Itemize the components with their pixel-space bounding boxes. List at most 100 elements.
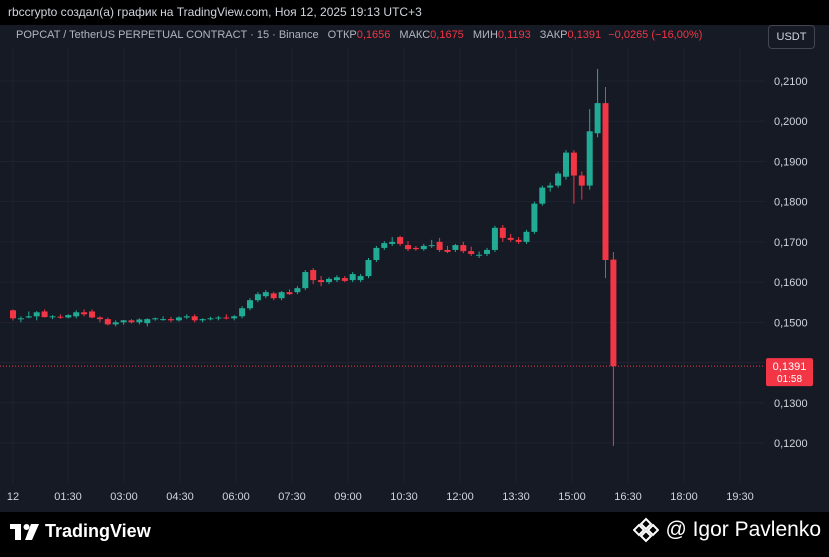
candle [112,320,119,327]
candle [160,316,167,321]
candle-body [81,312,88,315]
candle [547,182,554,192]
candle-body [381,243,388,248]
tradingview-logo[interactable]: TradingView [10,521,151,542]
candle-body [73,312,80,317]
candle-body [333,277,340,281]
candle [231,315,238,321]
candle [515,237,522,244]
price-tick-label: 0,2000 [774,116,808,128]
time-tick-label: 13:30 [502,491,530,503]
open-value: 0,1656 [356,29,391,41]
candle [578,171,585,200]
candle [199,318,206,323]
candlestick-chart[interactable]: 0,12000,13000,14000,15000,16000,17000,18… [0,0,829,512]
tradingview-brand: TradingView [45,521,151,541]
candle-body [207,318,214,320]
candle-body [41,311,48,318]
time-tick-label: 19:30 [726,491,754,503]
candle-body [294,288,301,293]
candle-body [191,316,198,321]
candle [491,225,498,252]
candle [175,316,182,322]
candle [239,306,246,319]
candle-body [397,237,404,244]
candle [128,319,135,324]
candle [247,298,253,311]
candle-body [104,319,111,325]
candle-body [420,245,427,250]
candle [49,315,56,320]
time-tick-label: 15:00 [558,491,586,503]
candle-body [563,152,569,177]
candle [278,290,285,301]
candle [89,309,95,319]
high-value: 0,1675 [430,29,464,41]
candle-body [373,247,380,260]
candle-body [405,245,411,250]
time-tick-label: 06:00 [222,491,250,503]
candle [136,318,143,325]
candle-body [484,249,490,254]
candle [73,310,80,319]
candle [104,317,111,326]
tradingview-logo-icon [10,523,39,540]
candle [215,315,222,321]
price-axis[interactable]: 0,12000,13000,14000,15000,16000,17000,18… [774,76,808,450]
candle-body [547,185,554,188]
time-tick-label: 12:00 [446,491,474,503]
candle-body [444,249,451,252]
candle-body [610,259,617,367]
candle [389,237,396,246]
candle [365,257,372,279]
price-tick-label: 0,1900 [774,156,808,168]
candle-body [578,175,585,186]
candle [10,309,16,321]
candle-body [365,259,372,277]
candle [318,276,325,287]
chart-panel[interactable] [0,25,829,512]
symbol-legend: POPCAT / TetherUS PERPETUAL CONTRACT · 1… [16,29,702,41]
time-tick-label: 03:00 [110,491,138,503]
candle-body [144,319,151,324]
grid-lines [0,48,765,483]
candle [594,68,601,138]
candle-body [326,278,332,283]
candle [563,150,569,180]
candle-body [254,294,261,301]
candle-body [499,227,506,238]
candle [17,316,24,323]
time-tick-label: 12 [7,491,19,503]
candle-body [491,227,498,250]
candle [168,316,174,323]
candle [65,314,72,319]
candle [120,319,127,325]
candle [207,316,214,321]
candle [81,309,88,317]
price-tick-label: 0,1600 [774,277,808,289]
time-tick-label: 01:30 [54,491,82,503]
candle-body [128,320,135,323]
time-tick-label: 09:00 [334,491,362,503]
candle-body [310,270,317,281]
low-label: МИН [472,29,498,41]
candle-body [65,315,72,318]
candle-body [468,251,475,254]
candle-body [507,237,514,240]
candle-body [215,317,222,319]
time-axis[interactable]: 12 01:30 03:00 04:30 06:00 07:30 09:00 10:30 12:… [7,491,754,503]
candle [302,270,309,291]
candle-body [357,276,364,281]
currency-button[interactable]: USDT [768,25,815,49]
candle [570,150,577,204]
close-value: 0,1391 [567,29,602,41]
price-tick-label: 0,1700 [774,237,808,249]
candle [152,317,159,321]
candle-body [89,311,95,318]
candle [499,224,506,242]
candle-body [349,274,356,281]
candle [420,243,427,251]
candle-body [239,308,246,317]
candle [444,245,451,254]
